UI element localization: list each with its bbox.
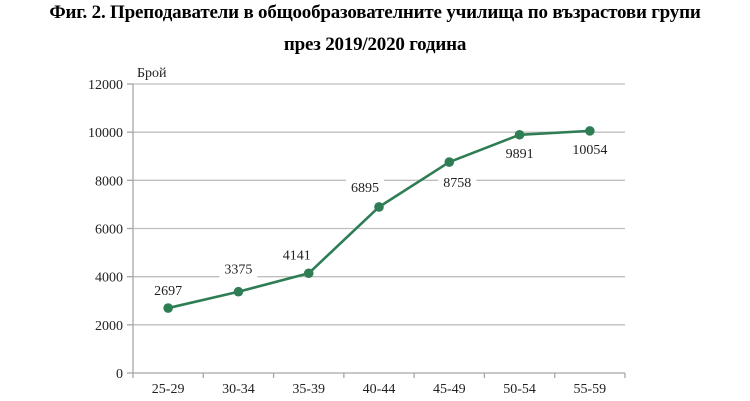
- data-point-marker: [374, 202, 384, 212]
- x-tick-label: 45-49: [433, 382, 466, 397]
- data-point-marker: [444, 157, 455, 167]
- data-label-background: [277, 246, 316, 264]
- y-tick-label: 12000: [88, 78, 123, 93]
- y-tick-label: 0: [116, 367, 123, 382]
- data-label: 8758: [443, 176, 471, 191]
- data-label: 3375: [224, 263, 252, 278]
- data-label: 10054: [572, 143, 607, 158]
- y-axis-label: Брой: [137, 66, 167, 81]
- y-tick-label: 2000: [95, 319, 123, 334]
- x-tick-label: 40-44: [363, 382, 396, 397]
- x-tick-label: 30-34: [222, 382, 255, 397]
- chart-title-line-2: през 2019/2020 година: [283, 34, 467, 55]
- data-label-background: [219, 260, 258, 278]
- data-label: 6895: [351, 181, 379, 196]
- data-point-marker: [163, 303, 173, 313]
- data-point-marker: [233, 286, 244, 297]
- x-tick-label: 25-29: [152, 382, 185, 397]
- data-label-background: [346, 178, 384, 196]
- data-label-background: [567, 140, 613, 158]
- data-label-background: [149, 282, 188, 300]
- series-line: [163, 126, 595, 313]
- data-label: 9891: [506, 147, 534, 162]
- data-label-background: [438, 174, 477, 192]
- gridlines: [133, 83, 625, 326]
- axes: [127, 83, 626, 378]
- x-tick-label: 50-54: [503, 382, 536, 397]
- x-tick-label: 35-39: [292, 382, 325, 397]
- y-tick-label: 8000: [95, 174, 123, 189]
- data-point-marker: [303, 268, 314, 279]
- x-tick-label: 55-59: [574, 382, 607, 397]
- y-tick-label: 6000: [95, 223, 123, 238]
- y-axis-tick-labels: 0 2000 4000 6000 8000 10000 12000: [88, 78, 123, 382]
- data-label: 4141: [283, 248, 311, 263]
- data-point-marker: [585, 126, 595, 136]
- y-tick-label: 10000: [88, 126, 123, 141]
- data-label-background: [500, 144, 539, 162]
- chart-title-line-1: Фиг. 2. Преподаватели в общообразователн…: [49, 2, 701, 23]
- x-axis-tick-labels: 25-29 30-34 35-39 40-44 45-49 50-54 55-59: [152, 382, 606, 397]
- y-tick-label: 4000: [95, 271, 123, 286]
- data-point-marker: [514, 129, 525, 140]
- data-label: 2697: [154, 284, 182, 299]
- data-labels: 2697 3375 4141 6895 8758 9891 10054: [149, 140, 613, 300]
